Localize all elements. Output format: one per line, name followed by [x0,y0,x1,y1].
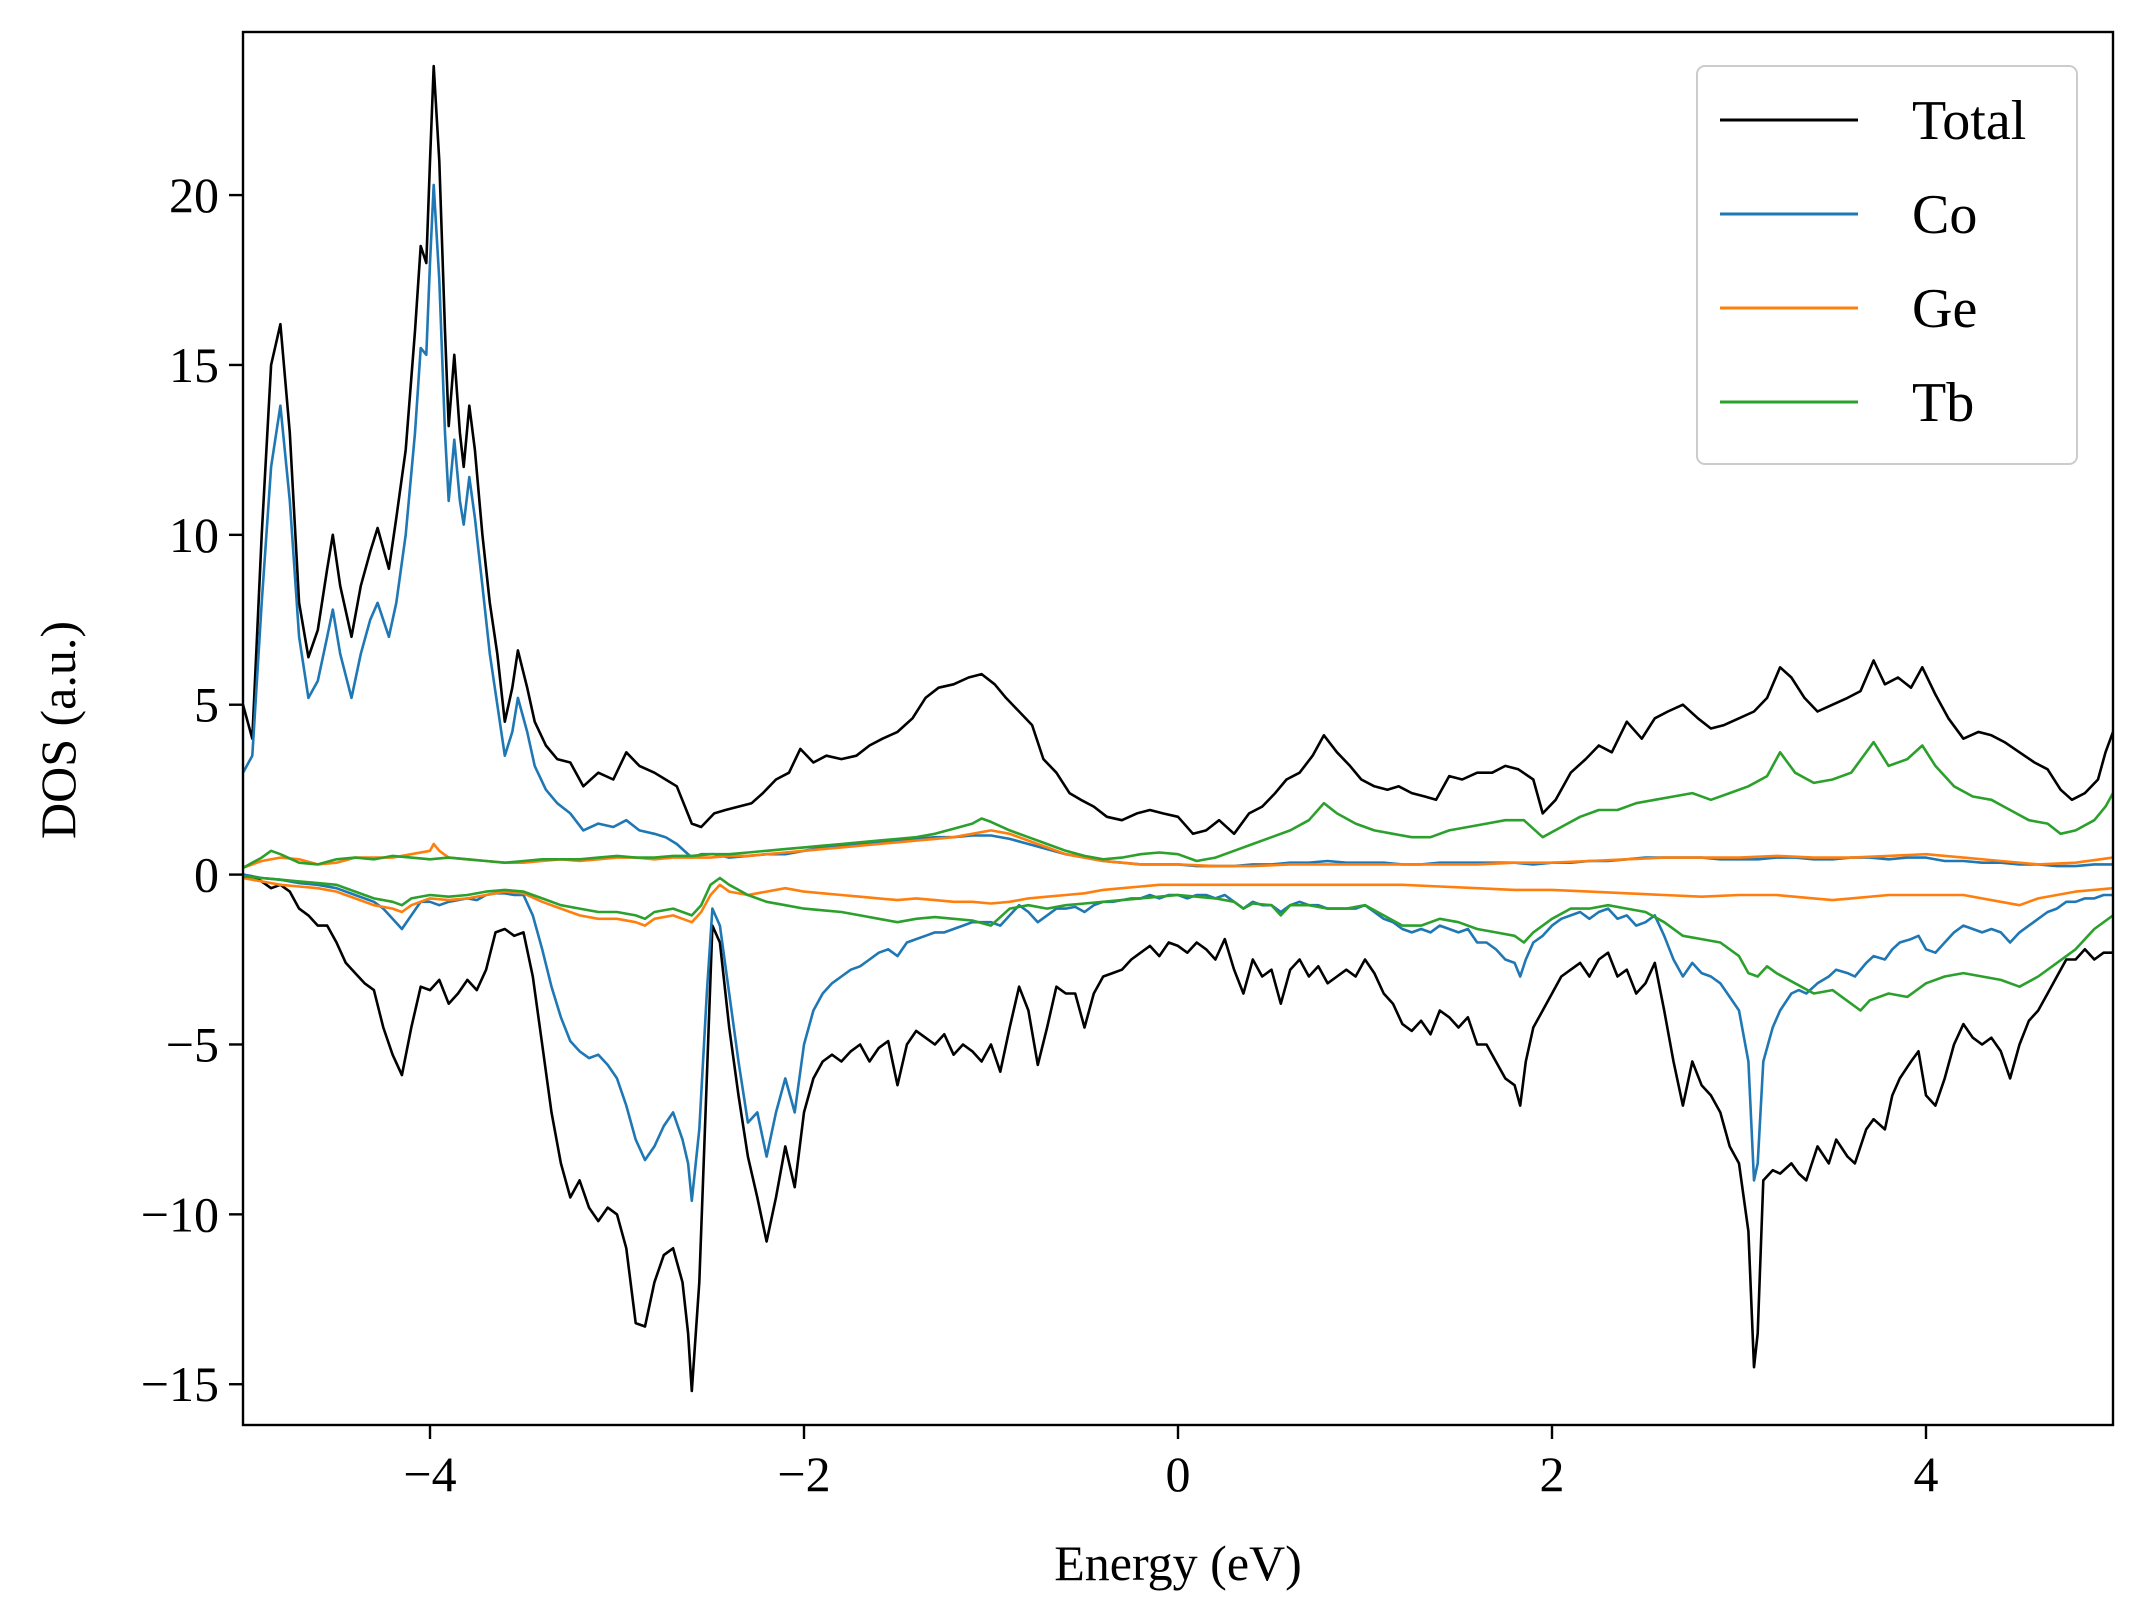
y-tick-label: −5 [166,1016,219,1072]
y-axis: −15 −10 −5 0 5 10 15 20 [141,167,243,1412]
y-tick-label: −15 [141,1356,219,1412]
series-tb-up-line [243,740,2113,870]
series-layer [243,64,2113,1393]
x-tick-label: −4 [403,1446,456,1502]
legend-label-total: Total [1912,90,2026,152]
legend-frame [1696,65,2078,465]
x-axis-label: Energy (eV) [1054,1535,1302,1591]
series-ge-down-line [243,876,2113,927]
series-total-down-line [243,873,2113,1393]
legend: Total Co Ge Tb [1696,65,2078,465]
legend-item-total: Total [1720,90,2026,152]
y-tick-label: 10 [169,507,219,563]
x-tick-label: −2 [777,1446,830,1502]
legend-label-co: Co [1912,184,1977,246]
x-axis: −4 −2 0 2 4 [403,1425,1939,1502]
legend-label-ge: Ge [1912,278,1977,340]
series-total-up-line [243,64,2113,836]
legend-item-tb: Tb [1720,372,1974,434]
y-tick-label: 0 [194,847,219,903]
legend-item-co: Co [1720,184,1977,246]
y-tick-label: 20 [169,167,219,223]
x-tick-label: 0 [1166,1446,1191,1502]
x-tick-label: 4 [1914,1446,1939,1502]
legend-items: Total Co Ge Tb [1720,90,2026,434]
y-axis-label: DOS (a.u.) [30,621,86,839]
legend-item-ge: Ge [1720,278,1977,340]
y-tick-label: 15 [169,337,219,393]
series-tb-down-line [243,875,2113,1012]
x-tick-label: 2 [1540,1446,1565,1502]
y-tick-label: 5 [194,677,219,733]
y-tick-label: −10 [141,1186,219,1242]
legend-label-tb: Tb [1912,372,1974,434]
